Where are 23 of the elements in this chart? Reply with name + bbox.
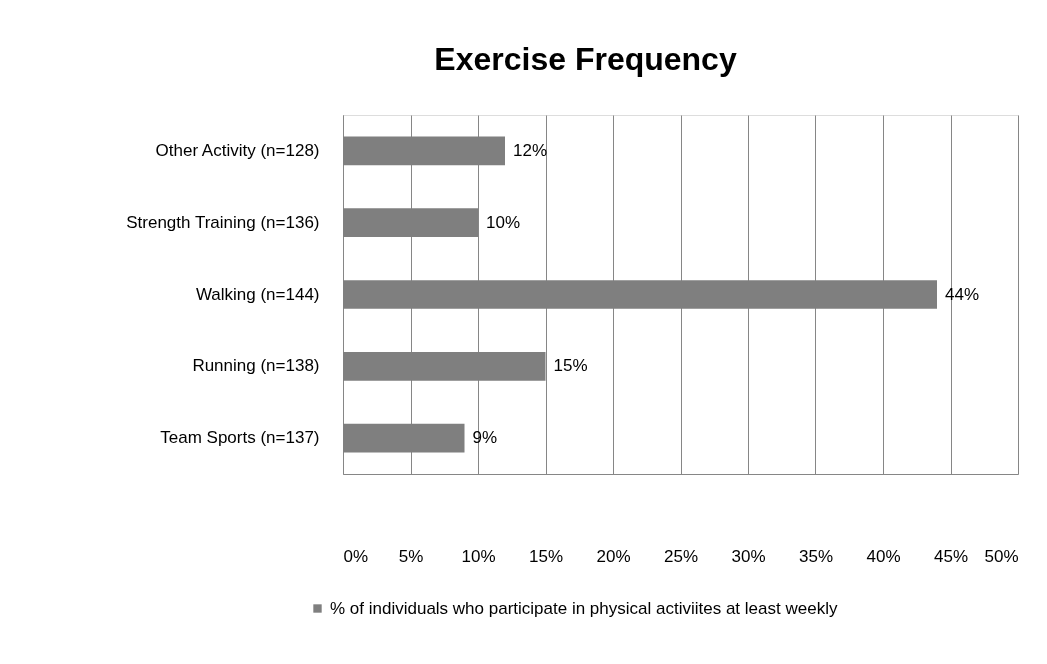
chart-title: Exercise Frequency <box>434 41 737 77</box>
y-tick-label: Running (n=138) <box>192 356 320 376</box>
data-label: 15% <box>553 356 588 376</box>
data-label: 9% <box>472 428 498 448</box>
data-label: 44% <box>945 284 980 304</box>
x-tick-label: 45% <box>933 546 969 566</box>
data-label: 12% <box>513 140 548 160</box>
y-tick-label: Other Activity (n=128) <box>155 140 320 160</box>
legend-label: % of individuals who participate in physical activiites at least weekly <box>330 598 838 618</box>
x-tick-label: 50% <box>984 546 1019 566</box>
x-tick-label: 0% <box>343 546 369 566</box>
x-tick-label: 25% <box>663 546 699 566</box>
data-label: 10% <box>486 212 521 232</box>
x-tick-label: 35% <box>798 546 834 566</box>
x-tick-label: 5% <box>398 546 424 566</box>
y-tick-label: Team Sports (n=137) <box>160 428 320 448</box>
y-tick-label: Strength Training (n=136) <box>126 212 320 232</box>
x-tick-label: 40% <box>866 546 901 566</box>
x-tick-label: 20% <box>596 546 631 566</box>
y-tick-label: Walking (n=144) <box>195 284 320 304</box>
x-tick-label: 30% <box>731 546 766 566</box>
x-tick-label: 15% <box>528 546 564 566</box>
x-tick-label: 10% <box>461 546 496 566</box>
